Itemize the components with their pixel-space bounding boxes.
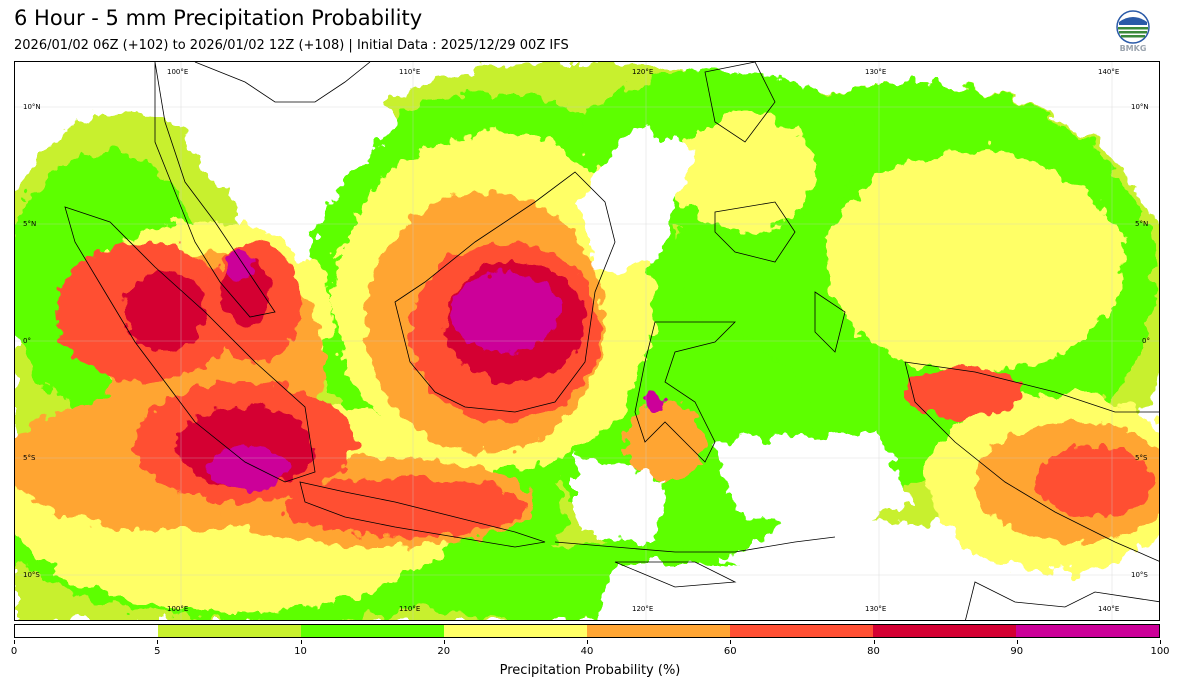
colorbar-segment-20-40 (444, 625, 587, 637)
colorbar-tick-mark (1160, 640, 1161, 644)
lat-label-right-5n: 5°N (1135, 220, 1149, 228)
coast-borneo (394, 171, 616, 413)
lat-label-left-5s: 5°S (23, 454, 36, 462)
lat-label-right-10s: 10°S (1131, 571, 1148, 579)
coast-papua (904, 361, 1159, 562)
precipitation-map: 100°E 110°E 120°E 130°E 140°E 100°E 110°… (14, 61, 1160, 621)
colorbar-tick-mark (587, 640, 588, 644)
lon-label-bottom-120: 120°E (632, 605, 654, 613)
band-red-maluku (905, 367, 1025, 417)
lat-label-left-10n: 10°N (23, 103, 41, 111)
bmkg-logo (1116, 10, 1150, 44)
page-subtitle: 2026/01/02 06Z (+102) to 2026/01/02 12Z … (14, 38, 569, 53)
colorbar-segment-10-20 (301, 625, 444, 637)
colorbar-tick-mark (730, 640, 732, 644)
coast-halmahera (814, 291, 846, 353)
lat-label-left-5n: 5°N (23, 220, 37, 228)
band-red-papua (1035, 447, 1155, 517)
colorbar-tick-mark (14, 640, 15, 644)
lon-label-bottom-100: 100°E (167, 605, 189, 613)
band-yellow-pacific (825, 152, 1125, 372)
coast-sumatra (64, 206, 316, 483)
colorbar-tick-label: 60 (723, 646, 737, 657)
band-magenta-borneo (450, 272, 560, 352)
band-crimson-sumatra-north (125, 272, 205, 352)
colorbar-tick-label: 10 (294, 646, 307, 657)
coastlines (64, 62, 1159, 620)
colorbar (14, 624, 1160, 638)
colorbar-segment-40-60 (587, 625, 730, 637)
colorbar-segment-90-100 (1016, 625, 1159, 637)
colorbar-tick-label: 0 (10, 646, 18, 657)
lat-label-right-10n: 10°N (1131, 103, 1149, 111)
colorbar-label: Precipitation Probability (%) (499, 663, 681, 678)
logo-text: BMKG (1119, 44, 1147, 53)
colorbar-tick-mark (300, 640, 302, 644)
lon-label-top-130: 130°E (865, 68, 887, 76)
colorbar-ticks: 0 5 10 20 40 60 80 90 100 (10, 640, 1170, 660)
dry-flores-sea (575, 452, 665, 542)
band-90-100 (210, 249, 665, 489)
dry-areas (165, 62, 973, 620)
band-magenta-sulawesi (645, 390, 665, 414)
lat-label-right-0: 0° (1142, 337, 1150, 345)
coast-australia (965, 581, 1159, 620)
coast-philippines-mindanao (714, 201, 796, 263)
band-orange-sulawesi (625, 402, 705, 482)
lat-label-right-5s: 5°S (1135, 454, 1148, 462)
colorbar-tick-label: 20 (437, 646, 451, 657)
colorbar-tick-mark (873, 640, 875, 644)
colorbar-segment-0-5 (15, 625, 158, 637)
coast-sulawesi (634, 321, 736, 463)
page-title: 6 Hour - 5 mm Precipitation Probability (14, 6, 423, 30)
band-red-java (285, 477, 525, 537)
lon-label-bottom-140: 140°E (1098, 605, 1120, 613)
coast-indochina (194, 62, 371, 103)
colorbar-tick-label: 100 (1150, 646, 1170, 657)
map-canvas (15, 62, 1159, 620)
coast-java (299, 481, 546, 548)
coast-timor (614, 561, 737, 588)
colorbar-tick-label: 5 (154, 646, 161, 657)
colorbar-segment-60-80 (730, 625, 873, 637)
lon-label-top-120: 120°E (632, 68, 654, 76)
lon-label-bottom-130: 130°E (865, 605, 887, 613)
lon-label-top-100: 100°E (167, 68, 189, 76)
dry-south-china-sea (165, 62, 395, 262)
colorbar-tick-label: 40 (580, 646, 594, 657)
coast-philippines-luzon (704, 62, 776, 143)
colorbar-segment-5-10 (158, 625, 301, 637)
dry-banda-sea (715, 432, 915, 532)
dry-sulu-sea (575, 122, 695, 272)
lon-label-top-110: 110°E (399, 68, 421, 76)
colorbar-tick-label: 90 (1010, 646, 1024, 657)
lat-label-left-0: 0° (23, 337, 31, 345)
graticule (15, 62, 1159, 620)
coast-nusa-tenggara (554, 536, 836, 553)
dry-timor (595, 562, 973, 620)
colorbar-tick-mark (443, 640, 445, 644)
colorbar-segment-80-90 (873, 625, 1016, 637)
band-magenta-malay (226, 249, 254, 285)
lat-label-left-10s: 10°S (23, 571, 40, 579)
lon-label-top-140: 140°E (1098, 68, 1120, 76)
colorbar-tick-label: 80 (867, 646, 880, 657)
colorbar-tick-mark (1016, 640, 1018, 644)
lon-label-bottom-110: 110°E (399, 605, 421, 613)
band-yellow-philippines (675, 112, 815, 232)
coast-malay-peninsula (154, 62, 276, 318)
band-magenta-sumatra (210, 445, 290, 489)
colorbar-tick-mark (157, 640, 159, 644)
